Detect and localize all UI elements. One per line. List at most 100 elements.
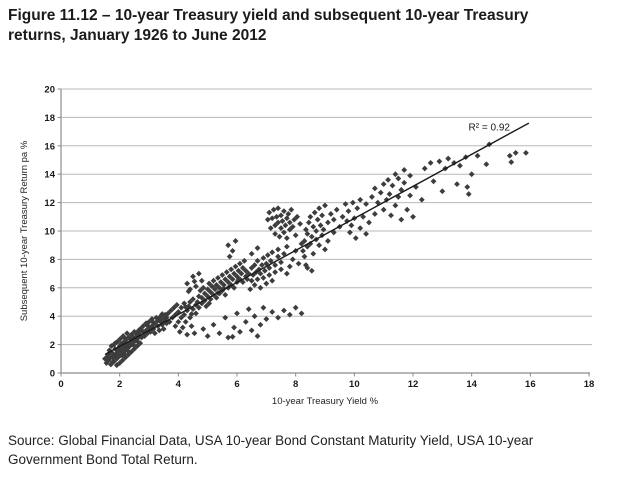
data-point (286, 311, 293, 318)
data-point (269, 309, 276, 315)
data-point (430, 178, 437, 185)
x-tick-label: 6 (234, 379, 239, 390)
data-point (219, 272, 226, 278)
data-point (257, 321, 264, 328)
data-point (176, 328, 183, 335)
data-point (179, 324, 186, 331)
data-point (190, 296, 196, 303)
data-point (125, 334, 132, 341)
data-point (286, 219, 293, 226)
x-tick-label: 0 (58, 379, 63, 390)
data-point (120, 333, 127, 339)
data-point (232, 238, 239, 244)
data-point (282, 222, 289, 229)
data-point (163, 314, 170, 321)
data-point (229, 333, 236, 340)
data-point (241, 257, 248, 264)
y-tick-label: 0 (50, 369, 55, 380)
data-point (344, 218, 350, 224)
data-point (349, 199, 356, 206)
data-point (305, 219, 312, 226)
data-point (234, 273, 240, 280)
data-point (289, 256, 296, 263)
data-point (231, 324, 237, 331)
data-point (286, 263, 293, 270)
data-point (113, 362, 120, 369)
data-point (275, 205, 281, 212)
data-point (363, 201, 369, 207)
data-point (266, 265, 273, 271)
data-point (410, 213, 416, 220)
data-point (506, 152, 513, 159)
data-point (231, 284, 237, 291)
data-point (173, 301, 180, 308)
data-point (316, 205, 323, 212)
data-point (297, 221, 303, 227)
data-point (188, 311, 195, 317)
data-point (275, 219, 281, 226)
data-point (204, 333, 211, 339)
data-point (150, 319, 157, 326)
data-point (279, 218, 286, 224)
data-point (407, 172, 413, 179)
x-tick-label: 14 (466, 379, 477, 390)
data-point (266, 272, 273, 278)
r-squared-label: R² = 0.92 (469, 122, 511, 133)
data-point (465, 191, 472, 197)
data-point (116, 360, 123, 366)
data-point (115, 352, 122, 359)
data-point (314, 216, 321, 223)
data-point (178, 314, 185, 321)
data-point (404, 206, 411, 213)
data-point (273, 213, 280, 220)
data-point (275, 246, 281, 253)
data-point (138, 334, 145, 341)
data-point (421, 165, 428, 172)
data-point (371, 211, 378, 217)
data-point (457, 162, 463, 169)
data-point (269, 249, 276, 256)
data-point (242, 273, 249, 280)
data-point (204, 293, 211, 300)
data-point (215, 274, 221, 281)
data-point (357, 225, 364, 232)
data-point (295, 260, 302, 267)
data-point (191, 278, 198, 285)
data-point (269, 277, 276, 284)
data-point (278, 266, 284, 273)
data-point (389, 182, 396, 189)
data-point (124, 348, 131, 354)
data-point (263, 280, 270, 287)
data-point (110, 355, 117, 361)
data-point (239, 279, 246, 286)
data-point (103, 360, 110, 366)
y-tick-label: 12 (44, 198, 55, 209)
data-point (166, 318, 173, 325)
data-point (234, 310, 240, 317)
data-point (187, 299, 193, 305)
y-tick-label: 8 (50, 255, 55, 266)
data-point (114, 348, 121, 354)
data-point (223, 269, 230, 276)
data-point (278, 225, 284, 232)
data-point (228, 266, 235, 273)
data-point (275, 314, 281, 321)
data-point (333, 206, 340, 213)
data-point (226, 273, 233, 280)
data-point (345, 208, 352, 215)
data-point (322, 202, 328, 209)
x-tick-label: 10 (349, 379, 360, 390)
data-point (109, 359, 116, 366)
data-point (134, 338, 141, 345)
data-point (278, 212, 284, 219)
data-point (248, 277, 255, 284)
data-point (401, 179, 408, 186)
data-point (200, 284, 207, 291)
data-point (209, 283, 215, 290)
data-point (226, 253, 233, 260)
figure-title: Figure 11.12 – 10-year Treasury yield an… (8, 6, 614, 46)
data-point (131, 328, 138, 335)
data-point (308, 267, 315, 274)
